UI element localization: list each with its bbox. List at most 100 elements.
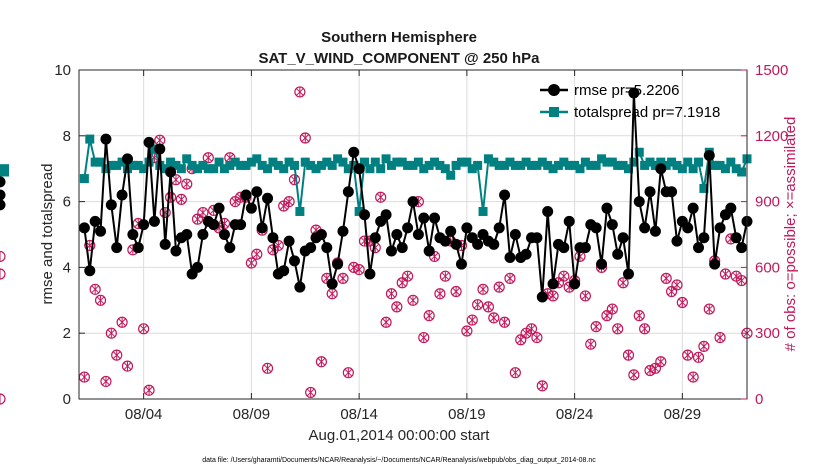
- obs-point-circle: [159, 206, 171, 219]
- totalspread-point: [602, 157, 612, 167]
- obs-point-circle: [493, 281, 505, 293]
- rmse-point: [78, 222, 90, 234]
- obs-point-circle: [305, 386, 317, 399]
- obs-point-circle: [461, 325, 473, 337]
- totalspread-point: [343, 164, 353, 174]
- rmse-point: [224, 242, 236, 254]
- rmse-point: [412, 229, 424, 240]
- rmse-point: [423, 245, 435, 257]
- rmse-point: [499, 189, 511, 201]
- rmse-point: [348, 146, 360, 158]
- totalspread-point: [419, 164, 429, 174]
- rmse-point: [359, 209, 371, 221]
- y-tick-label: 0: [63, 391, 71, 408]
- obs-point: [472, 299, 484, 311]
- rmse-point: [364, 268, 376, 280]
- totalspread-point: [710, 160, 720, 170]
- obs-point: [482, 301, 495, 313]
- rmse-point: [693, 242, 705, 254]
- rmse-point: [262, 192, 274, 204]
- obs-point: [116, 316, 128, 328]
- totalspread-point: [381, 154, 391, 164]
- totalspread-point: [591, 160, 601, 170]
- rmse-point: [649, 225, 661, 237]
- totalspread-point: [279, 164, 289, 174]
- rmse-point: [606, 219, 618, 231]
- obs-point-circle: [509, 367, 521, 379]
- obs-point: [100, 375, 112, 388]
- rmse-point: [132, 242, 144, 254]
- rmse-point: [305, 242, 317, 254]
- y-axis-ticks: 0 2 4 6 8 10: [54, 62, 85, 408]
- totalspread-point: [424, 160, 434, 170]
- totalspread-point: [580, 157, 590, 167]
- rmse-point: [407, 196, 419, 208]
- obs-point: [121, 360, 134, 372]
- totalspread-point: [435, 160, 445, 170]
- totalspread-point: [575, 164, 585, 174]
- rmse-point: [493, 222, 505, 234]
- obs-point: [703, 303, 715, 315]
- totalspread-point: [246, 157, 256, 167]
- totalspread-point: [171, 160, 181, 170]
- y2-tick-label: 0: [755, 391, 763, 408]
- chart-subtitle: SAT_V_WIND_COMPONENT @ 250 hPa: [258, 50, 540, 67]
- obs-point-circle: [439, 270, 451, 282]
- obs-point: [461, 325, 473, 337]
- obs-point-circle: [251, 248, 263, 260]
- obs-point-circle: [407, 294, 419, 306]
- obs-point-circle: [633, 310, 645, 322]
- obs-point-circle: [477, 283, 489, 295]
- obs-point-circle: [558, 270, 570, 282]
- rmse-point: [714, 222, 726, 234]
- obs-point-circle: [116, 316, 128, 328]
- totalspread-point: [645, 157, 655, 167]
- totalspread-point: [112, 160, 122, 170]
- totalspread-point: [300, 157, 310, 167]
- totalspread-point: [699, 183, 709, 193]
- rmse-point: [332, 258, 344, 270]
- obs-point-circle: [687, 371, 699, 383]
- rmse-point: [380, 209, 392, 221]
- totalspread-point: [548, 164, 558, 174]
- obs-point-circle: [628, 369, 640, 381]
- obs-point: [585, 338, 597, 350]
- rmse-point: [0, 189, 6, 201]
- y-tick-label: 2: [63, 325, 71, 342]
- rmse-point: [218, 229, 230, 240]
- obs-point-circle: [655, 356, 667, 368]
- rmse-point: [170, 245, 182, 257]
- obs-point: [385, 288, 398, 300]
- obs-point-circle: [698, 340, 710, 352]
- obs-point: [676, 296, 688, 309]
- obs-point-circle: [197, 206, 209, 219]
- totalspread-point: [349, 160, 359, 170]
- rmse-point: [682, 222, 694, 234]
- obs-point-circle: [89, 283, 101, 295]
- totalspread-point: [634, 147, 644, 157]
- obs-point-circle: [0, 393, 6, 405]
- x-tick-label: 08/04: [125, 406, 163, 423]
- obs-point: [175, 193, 187, 206]
- totalspread-point: [543, 160, 553, 170]
- obs-point: [655, 356, 667, 368]
- rmse-point: [509, 229, 521, 240]
- totalspread-point: [683, 157, 693, 167]
- rmse-point: [278, 265, 290, 277]
- totalspread-point: [500, 160, 510, 170]
- rmse-point: [628, 87, 640, 99]
- x-axis-label: Aug.01,2014 00:00:00 start: [309, 427, 491, 444]
- rmse-point: [138, 219, 150, 231]
- obs-point: [622, 349, 635, 361]
- obs-point-circle: [342, 367, 354, 379]
- obs-point-circle: [396, 277, 408, 289]
- obs-point-circle: [337, 272, 349, 284]
- obs-point: [531, 331, 543, 344]
- obs-point-circle: [181, 178, 193, 190]
- rmse-point: [240, 189, 252, 201]
- rmse-point: [633, 196, 645, 208]
- obs-point-circle: [111, 349, 123, 361]
- totalspread-point: [494, 160, 504, 170]
- totalspread-point: [166, 157, 176, 167]
- obs-point-circle: [714, 331, 726, 344]
